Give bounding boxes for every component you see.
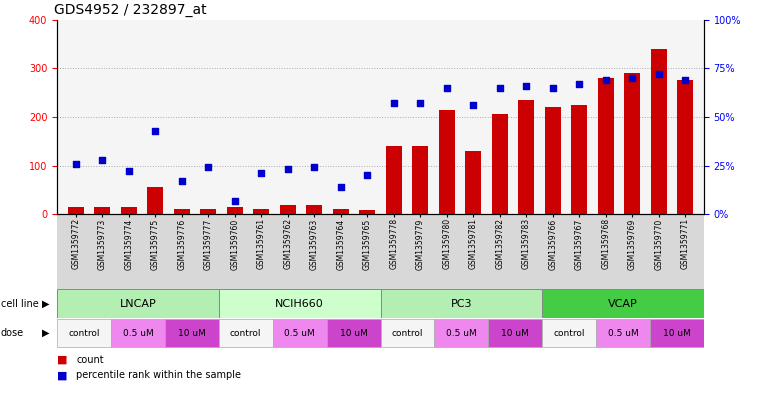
Text: 0.5 uM: 0.5 uM: [123, 329, 153, 338]
Bar: [650, 319, 704, 347]
Text: control: control: [392, 329, 423, 338]
Point: [176, 178, 188, 184]
Text: ▶: ▶: [42, 328, 49, 338]
Bar: [57, 289, 219, 318]
Bar: [326, 319, 380, 347]
Text: control: control: [230, 329, 262, 338]
Bar: [219, 319, 272, 347]
Bar: [272, 319, 326, 347]
Point: [361, 172, 374, 178]
Bar: [280, 206, 296, 214]
Bar: [465, 151, 481, 214]
Text: 10 uM: 10 uM: [501, 329, 529, 338]
Text: LNCAP: LNCAP: [119, 299, 156, 309]
Text: control: control: [553, 329, 585, 338]
Point: [149, 127, 161, 134]
Point: [653, 71, 665, 77]
Bar: [174, 209, 189, 214]
Bar: [518, 100, 534, 214]
Text: VCAP: VCAP: [608, 299, 638, 309]
Bar: [435, 319, 489, 347]
Point: [255, 170, 267, 176]
Bar: [111, 319, 165, 347]
Point: [680, 77, 692, 83]
Point: [202, 164, 215, 171]
Bar: [200, 209, 216, 214]
Text: 0.5 uM: 0.5 uM: [608, 329, 638, 338]
Text: 10 uM: 10 uM: [339, 329, 368, 338]
Point: [387, 100, 400, 107]
Point: [546, 84, 559, 91]
Text: ▶: ▶: [42, 299, 49, 309]
Point: [573, 81, 585, 87]
Bar: [624, 73, 640, 214]
Bar: [677, 81, 693, 214]
Text: 10 uM: 10 uM: [663, 329, 691, 338]
Bar: [543, 319, 596, 347]
Point: [335, 184, 347, 190]
Bar: [227, 207, 243, 214]
Text: 10 uM: 10 uM: [178, 329, 205, 338]
Bar: [68, 207, 84, 214]
Bar: [147, 187, 163, 214]
Bar: [57, 319, 111, 347]
Bar: [380, 319, 435, 347]
Text: percentile rank within the sample: percentile rank within the sample: [76, 370, 241, 380]
Text: PC3: PC3: [451, 299, 472, 309]
Point: [228, 197, 240, 204]
Bar: [165, 319, 219, 347]
Bar: [598, 78, 614, 214]
Point: [600, 77, 612, 83]
Text: control: control: [68, 329, 100, 338]
Text: NCIH660: NCIH660: [275, 299, 324, 309]
Bar: [545, 107, 561, 214]
Bar: [543, 289, 704, 318]
Bar: [333, 209, 349, 214]
Point: [626, 75, 638, 81]
Bar: [253, 209, 269, 214]
Bar: [489, 319, 542, 347]
Bar: [121, 207, 137, 214]
Text: cell line: cell line: [1, 299, 39, 309]
Text: count: count: [76, 354, 103, 365]
Text: ■: ■: [57, 354, 68, 365]
Text: dose: dose: [1, 328, 24, 338]
Text: 0.5 uM: 0.5 uM: [446, 329, 476, 338]
Bar: [386, 146, 402, 214]
Bar: [651, 49, 667, 214]
Point: [467, 102, 479, 108]
Point: [308, 164, 320, 171]
Bar: [412, 146, 428, 214]
Bar: [572, 105, 587, 214]
Bar: [306, 206, 322, 214]
Bar: [596, 319, 650, 347]
Bar: [380, 289, 542, 318]
Point: [96, 156, 108, 163]
Point: [414, 100, 426, 107]
Point: [441, 84, 453, 91]
Text: 0.5 uM: 0.5 uM: [285, 329, 315, 338]
Point: [282, 166, 294, 173]
Text: GDS4952 / 232897_at: GDS4952 / 232897_at: [54, 3, 206, 17]
Bar: [359, 210, 375, 214]
Bar: [492, 114, 508, 214]
Point: [69, 160, 81, 167]
Point: [123, 168, 135, 174]
Text: ■: ■: [57, 370, 68, 380]
Point: [521, 83, 533, 89]
Bar: [94, 207, 110, 214]
Bar: [439, 110, 455, 214]
Bar: [219, 289, 380, 318]
Point: [494, 84, 506, 91]
